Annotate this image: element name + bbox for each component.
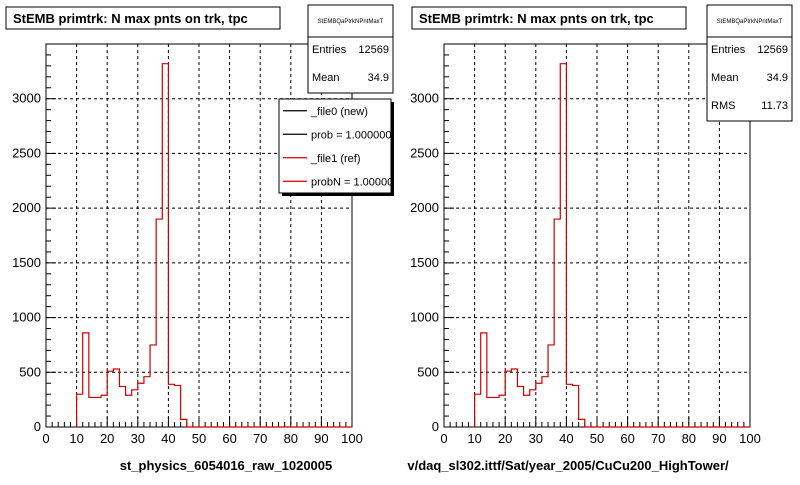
x-tick-label: 10	[467, 431, 481, 446]
x-tick-label: 30	[529, 431, 543, 446]
x-axis-label: st_physics_6054016_raw_1020005	[120, 458, 333, 473]
x-tick-label: 100	[341, 431, 363, 446]
legend-entry-label: probN = 1.000000	[311, 176, 399, 188]
stats-row-label: RMS	[711, 100, 735, 112]
y-tick-label: 1000	[410, 310, 439, 325]
title-box	[5, 6, 281, 30]
stats-row-value: 34.9	[767, 72, 788, 84]
x-tick-label: 90	[712, 431, 726, 446]
y-tick-label: 2500	[12, 145, 41, 160]
y-tick-label: 500	[19, 364, 41, 379]
y-tick-label: 3000	[12, 91, 41, 106]
stats-row-value: 11.73	[761, 100, 788, 112]
x-tick-label: 70	[651, 431, 665, 446]
x-axis-label: v/daq_sl302.ittf/Sat/year_2005/CuCu200_H…	[407, 458, 729, 473]
stats-name: StEMBQaPtrkNPntMaxT	[717, 19, 783, 25]
histogram-series-line	[474, 63, 750, 428]
x-tick-label: 10	[69, 431, 83, 446]
legend-entries: _file0 (new) prob = 1.000000 _file1 (ref) p…	[283, 106, 399, 188]
chart-title: StEMB primtrk: N max pnts on trk, tpc	[419, 11, 654, 26]
stats-row-label: Mean	[312, 72, 340, 84]
y-tick-label: 2000	[410, 200, 439, 215]
x-tick-label: 70	[253, 431, 267, 446]
x-tick-label: 40	[559, 431, 573, 446]
y-tick-label: 3000	[410, 91, 439, 106]
stats-row-value: 34.9	[368, 72, 389, 84]
x-tick-label: 90	[314, 431, 328, 446]
x-tick-label: 60	[222, 431, 236, 446]
y-tick-label: 0	[432, 419, 439, 434]
x-tick-label: 80	[284, 431, 298, 446]
stats-row-label: Entries	[312, 44, 347, 56]
x-tick-label: 30	[131, 431, 145, 446]
y-tick-label: 500	[417, 364, 439, 379]
y-tick-label: 2500	[410, 145, 439, 160]
chart-1: 0 10 20 30 40 50 60 70 80 90 100050010001500200025…	[5, 4, 399, 473]
legend: _file0 (new) prob = 1.000000 _file1 (ref) p…	[278, 98, 399, 196]
chart-2: 0 10 20 30 40 50 60 70 80 90 100050010001500200025…	[407, 4, 793, 473]
x-tick-label: 100	[739, 431, 761, 446]
stats-box	[706, 4, 793, 122]
x-tick-label: 0	[440, 431, 447, 446]
legend-box	[278, 98, 392, 194]
stats-row-value: 12569	[358, 44, 389, 56]
histogram-series-line	[76, 63, 352, 428]
chart-title: StEMB primtrk: N max pnts on trk, tpc	[13, 11, 248, 26]
x-tick-label: 20	[498, 431, 512, 446]
x-tick-label: 50	[192, 431, 206, 446]
stats-box	[307, 4, 394, 94]
y-tick-label: 2000	[12, 200, 41, 215]
legend-entry-label: _file0 (new)	[310, 106, 368, 118]
y-tick-label: 1500	[12, 255, 41, 270]
x-tick-label: 50	[590, 431, 604, 446]
stats-name: StEMBQaPtrkNPntMaxT	[318, 19, 384, 25]
y-tick-label: 1000	[12, 310, 41, 325]
legend-entry-label: _file1 (ref)	[310, 153, 361, 165]
x-tick-label: 40	[161, 431, 175, 446]
title-box	[411, 6, 687, 30]
x-tick-label: 20	[100, 431, 114, 446]
y-tick-label: 1500	[410, 255, 439, 270]
x-tick-label: 0	[42, 431, 49, 446]
x-tick-label: 60	[620, 431, 634, 446]
stats-row-value: 12569	[757, 44, 788, 56]
stats-row-label: Entries	[711, 44, 746, 56]
stats-row-label: Mean	[711, 72, 739, 84]
y-tick-label: 0	[34, 419, 41, 434]
legend-entry-label: prob = 1.000000	[311, 129, 391, 141]
x-tick-label: 80	[682, 431, 696, 446]
